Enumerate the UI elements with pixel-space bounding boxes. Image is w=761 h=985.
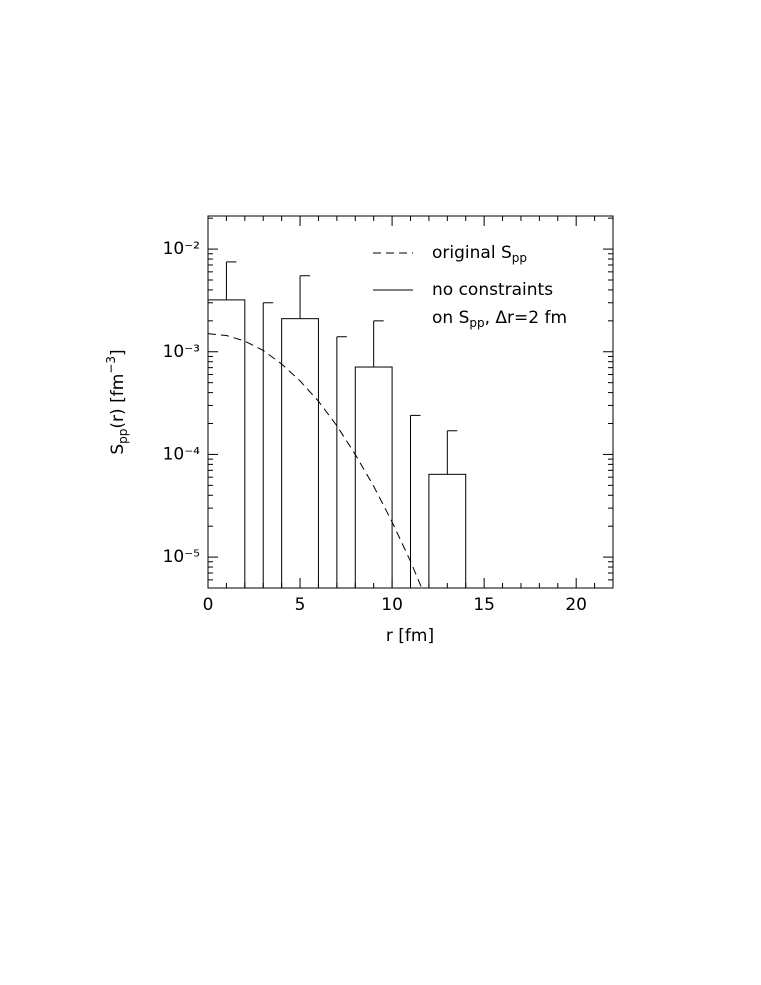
y-label-part: (r) [fm — [108, 374, 128, 429]
legend-part: original S — [432, 243, 512, 263]
error-bar — [446, 430, 458, 475]
y-tick-label: 10⁻² — [163, 239, 200, 259]
x-tick-label: 5 — [295, 595, 306, 615]
histogram-bar — [208, 299, 246, 588]
y-tick-label: 10⁻³ — [163, 342, 200, 362]
x-tick-label: 0 — [203, 595, 214, 615]
legend-part: on S — [432, 308, 469, 328]
error-bar — [262, 302, 274, 588]
legend-label: no constraints on Spp, Δr=2 fm — [432, 280, 567, 330]
error-bar — [410, 414, 421, 588]
x-tick-label: 10 — [381, 595, 403, 615]
y-label-part: −3 — [104, 356, 118, 374]
histogram-bar — [428, 473, 467, 588]
x-axis-label: r [fm] — [386, 626, 434, 646]
error-bar — [336, 336, 347, 588]
y-axis-label: Spp(r) [fm−3] — [104, 349, 130, 454]
x-tick-label: 15 — [473, 595, 495, 615]
plot-area — [208, 261, 467, 588]
legend-label: original Spp — [432, 243, 527, 265]
y-tick-label: 10⁻⁴ — [163, 444, 201, 464]
error-bar — [225, 261, 237, 300]
error-bar — [373, 320, 384, 368]
legend-part: pp — [512, 251, 527, 265]
y-label-part: S — [108, 444, 128, 455]
legend-part: no constraints — [432, 280, 553, 300]
legend-part: pp — [469, 316, 484, 330]
legend-part: , Δr=2 fm — [485, 308, 567, 328]
y-label-part: pp — [116, 429, 130, 444]
y-tick-label: 10⁻⁵ — [163, 547, 200, 567]
histogram-bar — [281, 318, 319, 588]
x-tick-label: 20 — [565, 595, 587, 615]
error-bar — [299, 275, 311, 319]
histogram-bar — [354, 366, 393, 588]
y-label-part: ] — [108, 349, 128, 356]
